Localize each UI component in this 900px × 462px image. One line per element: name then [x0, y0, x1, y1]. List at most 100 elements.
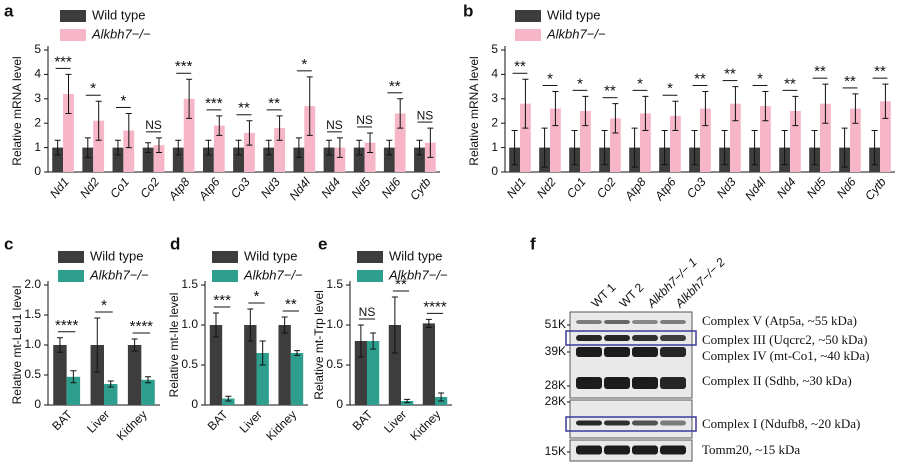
error-bar	[56, 337, 63, 353]
blot-band	[632, 420, 658, 426]
significance-label: NS	[359, 305, 376, 319]
significance-label: **	[389, 78, 401, 95]
x-tick-label: Kidney	[408, 407, 444, 443]
error-bar	[425, 318, 432, 328]
error-bar	[871, 130, 878, 166]
bar	[550, 108, 561, 172]
error-bar	[125, 112, 132, 149]
x-tick-label: Nd3	[714, 175, 739, 201]
bar	[112, 147, 124, 172]
blot-box	[569, 439, 693, 462]
x-tick-label: Nd6	[379, 175, 404, 201]
bar	[53, 345, 67, 405]
band-label: Complex IV (mt-Co1, ~40 kDa)	[702, 348, 869, 363]
error-bar	[265, 139, 272, 156]
significance-label: **	[724, 66, 736, 83]
legend-label: Alkbh7−/−	[89, 267, 149, 282]
significance-label: ***	[54, 53, 72, 70]
significance-label: **	[395, 276, 407, 293]
error-bar	[276, 115, 283, 141]
bar	[293, 147, 305, 172]
bar	[202, 147, 214, 172]
error-bar	[145, 376, 152, 384]
x-tick-label: BAT	[49, 407, 75, 433]
error-bar	[762, 90, 769, 122]
y-tick-label: 4	[491, 67, 498, 81]
bar	[82, 147, 94, 172]
bar	[414, 147, 425, 172]
blot-band	[660, 347, 686, 357]
x-tick-label: Nd1	[47, 175, 72, 201]
bar	[304, 106, 316, 172]
x-tick-label: Nd5	[348, 175, 373, 201]
significance-label: NS	[356, 113, 373, 127]
significance-label: **	[604, 83, 616, 100]
band-label: Tomm20, ~15 kDa	[702, 442, 800, 457]
bar	[278, 325, 291, 405]
legend-swatch	[58, 251, 84, 263]
error-bar	[841, 127, 848, 168]
error-bar	[416, 139, 423, 156]
y-tick-label: 4	[34, 67, 41, 81]
significance-label: **	[874, 63, 886, 80]
bar	[222, 398, 235, 405]
panel-label: b	[463, 1, 473, 20]
significance-label: **	[238, 100, 250, 117]
bar	[422, 323, 435, 405]
marker-label: 28K	[545, 394, 566, 408]
error-bar	[155, 137, 162, 153]
significance-label: **	[268, 95, 280, 112]
panel-label: c	[4, 234, 13, 253]
x-tick-label: Co1	[564, 175, 589, 201]
y-tick-label: 1.5	[181, 277, 198, 291]
blot-band	[632, 335, 658, 341]
blot-band	[632, 347, 658, 357]
x-tick-label: BAT	[205, 407, 231, 433]
x-tick-label: Cytb	[862, 175, 889, 203]
x-tick-label: Nd4	[318, 175, 343, 201]
legend-swatch	[515, 10, 541, 22]
significance-label: *	[757, 70, 763, 87]
y-tick-label: 0.5	[24, 367, 41, 381]
y-axis-label: Relative mt-Leu1 level	[10, 286, 24, 405]
error-bar	[438, 392, 445, 402]
bar	[104, 384, 118, 405]
highlight-box	[565, 330, 697, 346]
panel-label: f	[530, 234, 536, 253]
bar	[142, 147, 154, 172]
bar	[353, 147, 365, 172]
significance-label: *	[101, 297, 107, 314]
x-tick-label: Nd5	[804, 175, 829, 201]
bar	[820, 103, 831, 172]
error-bar	[571, 130, 578, 166]
legend-swatch	[212, 251, 238, 263]
x-tick-label: Nd2	[534, 175, 559, 201]
legend-swatch	[212, 270, 238, 282]
blot-band	[604, 320, 630, 324]
error-bar	[661, 130, 668, 166]
bar	[66, 376, 81, 405]
blot-band	[660, 420, 686, 426]
bar	[850, 108, 861, 172]
y-tick-label: 0.5	[326, 357, 343, 371]
y-axis-label: Relative mRNA level	[467, 56, 481, 165]
error-bar	[95, 100, 102, 141]
error-bar	[246, 120, 253, 146]
error-bar	[552, 90, 559, 127]
significance-label: *	[547, 70, 553, 87]
x-tick-label: Atp6	[195, 175, 222, 204]
error-bar	[852, 93, 859, 124]
blot-band	[604, 420, 630, 426]
y-tick-label: 3	[34, 91, 41, 105]
bar	[640, 113, 651, 172]
significance-label: ***	[213, 292, 231, 309]
blot-band	[632, 320, 658, 324]
bar	[172, 147, 184, 172]
band-label: Complex I (Ndufb8, ~20 kDa)	[702, 416, 860, 431]
y-tick-label: 0.5	[181, 357, 198, 371]
panel-label: e	[318, 234, 327, 253]
error-bar	[781, 130, 788, 166]
blot-band	[660, 445, 686, 455]
bar	[520, 103, 531, 172]
